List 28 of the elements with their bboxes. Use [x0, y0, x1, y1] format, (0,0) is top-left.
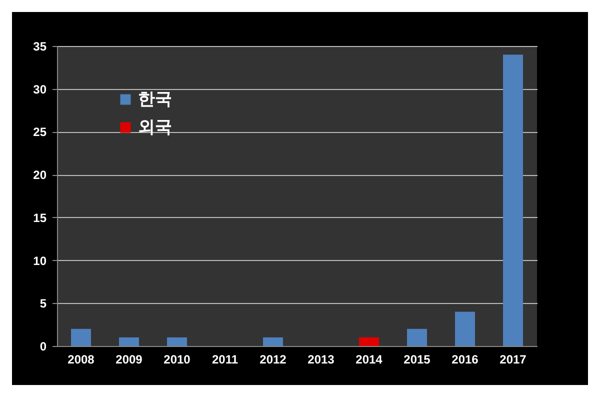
y-tick-label: 5	[40, 296, 47, 311]
bar	[71, 328, 91, 346]
x-tick-label: 2009	[116, 352, 143, 366]
y-tick-label: 10	[33, 254, 47, 268]
bar	[503, 54, 523, 346]
y-tick-label: 35	[33, 40, 47, 54]
legend-label: 한국	[138, 90, 172, 108]
bar	[455, 312, 475, 346]
x-tick-label: 2016	[452, 352, 479, 366]
x-tick-label: 2014	[356, 352, 383, 366]
x-tick-label: 2012	[260, 352, 287, 366]
y-tick-label: 25	[33, 125, 47, 140]
x-tick-label: 2017	[500, 352, 527, 366]
bar	[167, 337, 187, 346]
y-tick-label: 0	[40, 340, 47, 354]
y-tick-label: 30	[33, 82, 47, 96]
x-tick-label: 2015	[404, 352, 431, 366]
bar	[263, 337, 283, 346]
y-tick-label: 20	[33, 168, 47, 182]
bar	[407, 328, 427, 346]
bar	[359, 337, 379, 346]
x-tick-label: 2013	[308, 352, 335, 366]
x-tick-label: 2008	[68, 352, 95, 366]
x-tick-label: 2011	[212, 352, 238, 366]
legend-label: 외국	[138, 118, 172, 136]
y-tick-label: 15	[33, 210, 47, 225]
x-tick-label: 2010	[164, 352, 191, 366]
bar	[119, 337, 139, 346]
